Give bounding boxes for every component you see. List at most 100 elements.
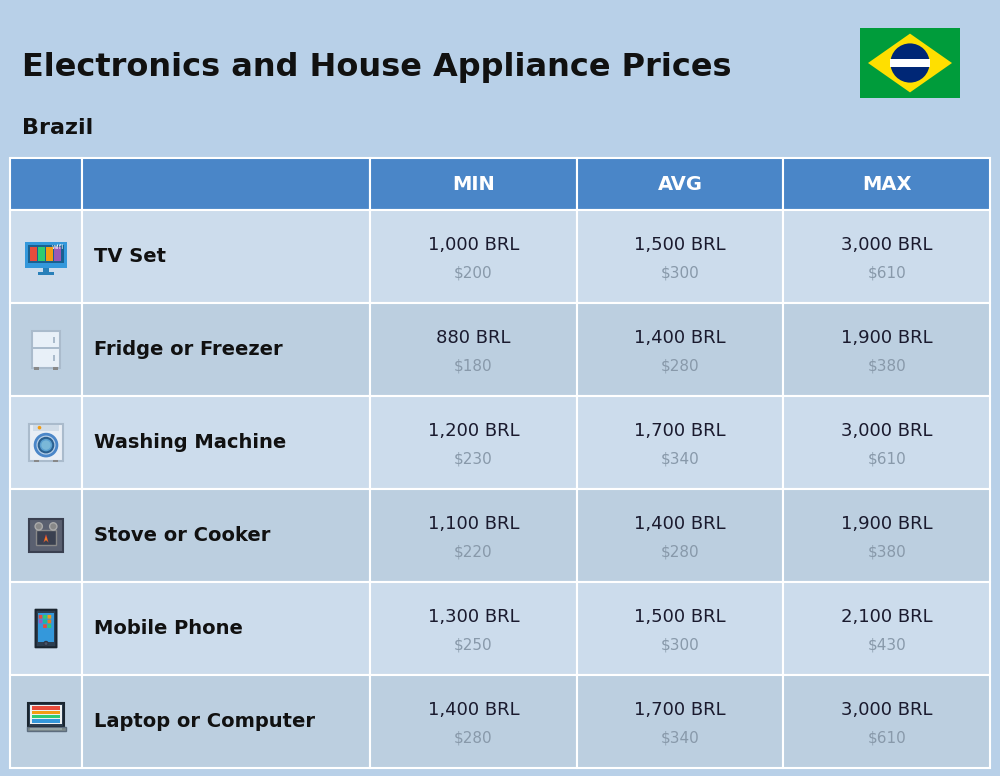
- Bar: [370, 158, 577, 210]
- Bar: [54, 247, 61, 261]
- FancyBboxPatch shape: [48, 625, 51, 628]
- Bar: [34, 367, 39, 370]
- Polygon shape: [868, 33, 952, 92]
- Text: Brazil: Brazil: [22, 118, 93, 138]
- FancyBboxPatch shape: [43, 625, 47, 628]
- FancyBboxPatch shape: [39, 615, 42, 618]
- Text: $250: $250: [454, 638, 493, 653]
- Bar: [370, 210, 577, 303]
- Bar: [577, 582, 783, 675]
- Circle shape: [35, 523, 42, 530]
- FancyBboxPatch shape: [48, 615, 51, 618]
- Circle shape: [50, 523, 57, 530]
- Text: Mobile Phone: Mobile Phone: [94, 619, 243, 638]
- Text: Washing Machine: Washing Machine: [94, 433, 286, 452]
- Text: Fridge or Freezer: Fridge or Freezer: [94, 340, 283, 359]
- Text: $380: $380: [867, 545, 906, 559]
- FancyBboxPatch shape: [48, 620, 51, 623]
- Text: $280: $280: [454, 731, 493, 746]
- Bar: [10, 675, 82, 768]
- Bar: [32, 706, 60, 710]
- Bar: [890, 59, 930, 68]
- Text: 1,000 BRL: 1,000 BRL: [428, 237, 519, 255]
- Text: MAX: MAX: [862, 175, 911, 193]
- Bar: [82, 158, 370, 210]
- Circle shape: [41, 441, 51, 450]
- Text: $280: $280: [661, 359, 699, 374]
- Bar: [53, 460, 58, 462]
- Text: $280: $280: [661, 545, 699, 559]
- Text: 1,400 BRL: 1,400 BRL: [428, 702, 519, 719]
- Bar: [10, 489, 82, 582]
- Text: $610: $610: [867, 265, 906, 281]
- Bar: [783, 489, 990, 582]
- Bar: [82, 582, 370, 675]
- Text: Stove or Cooker: Stove or Cooker: [94, 526, 270, 545]
- Text: 1,900 BRL: 1,900 BRL: [841, 329, 932, 348]
- Text: $430: $430: [867, 638, 906, 653]
- Bar: [10, 582, 82, 675]
- Bar: [370, 489, 577, 582]
- Text: 1,500 BRL: 1,500 BRL: [634, 237, 726, 255]
- Bar: [30, 728, 62, 729]
- Bar: [783, 396, 990, 489]
- Bar: [577, 489, 783, 582]
- Text: MIN: MIN: [452, 175, 495, 193]
- Bar: [82, 675, 370, 768]
- Bar: [370, 303, 577, 396]
- Bar: [10, 303, 82, 396]
- Bar: [52, 337, 55, 343]
- FancyBboxPatch shape: [43, 615, 47, 618]
- Text: Electronics and House Appliance Prices: Electronics and House Appliance Prices: [22, 52, 732, 83]
- Bar: [82, 396, 370, 489]
- Text: $380: $380: [867, 359, 906, 374]
- Text: 1,100 BRL: 1,100 BRL: [428, 515, 519, 533]
- Text: 3,000 BRL: 3,000 BRL: [841, 422, 932, 440]
- Bar: [32, 331, 60, 368]
- Bar: [82, 210, 370, 303]
- Bar: [370, 582, 577, 675]
- Circle shape: [35, 435, 57, 456]
- Bar: [32, 719, 60, 722]
- Bar: [82, 489, 370, 582]
- Bar: [32, 715, 60, 719]
- Text: AVG: AVG: [658, 175, 702, 193]
- Polygon shape: [44, 537, 48, 542]
- Text: 2,100 BRL: 2,100 BRL: [841, 608, 932, 626]
- Bar: [82, 303, 370, 396]
- Bar: [370, 675, 577, 768]
- Bar: [10, 158, 82, 210]
- Bar: [43, 268, 49, 273]
- FancyBboxPatch shape: [39, 625, 42, 628]
- Bar: [783, 210, 990, 303]
- Bar: [783, 675, 990, 768]
- Text: 880 BRL: 880 BRL: [436, 329, 511, 348]
- FancyBboxPatch shape: [43, 620, 47, 623]
- Text: $340: $340: [661, 731, 699, 746]
- Text: TV Set: TV Set: [94, 247, 166, 266]
- Text: $230: $230: [454, 452, 493, 466]
- Bar: [577, 158, 783, 210]
- Text: 1,400 BRL: 1,400 BRL: [634, 515, 726, 533]
- Bar: [36, 530, 56, 545]
- Circle shape: [39, 438, 53, 452]
- Circle shape: [44, 642, 48, 646]
- Text: 1,500 BRL: 1,500 BRL: [634, 608, 726, 626]
- Text: Laptop or Computer: Laptop or Computer: [94, 712, 315, 731]
- Text: 3,000 BRL: 3,000 BRL: [841, 237, 932, 255]
- Text: 1,300 BRL: 1,300 BRL: [428, 608, 519, 626]
- Bar: [577, 396, 783, 489]
- Text: $610: $610: [867, 731, 906, 746]
- Bar: [783, 158, 990, 210]
- Bar: [26, 727, 66, 730]
- Bar: [370, 396, 577, 489]
- FancyBboxPatch shape: [36, 610, 56, 647]
- Bar: [577, 210, 783, 303]
- Text: BRASIL: BRASIL: [897, 61, 923, 65]
- Bar: [860, 28, 960, 98]
- Bar: [30, 705, 62, 724]
- Text: 1,400 BRL: 1,400 BRL: [634, 329, 726, 348]
- Text: $200: $200: [454, 265, 493, 281]
- Bar: [38, 272, 54, 275]
- Bar: [10, 210, 82, 303]
